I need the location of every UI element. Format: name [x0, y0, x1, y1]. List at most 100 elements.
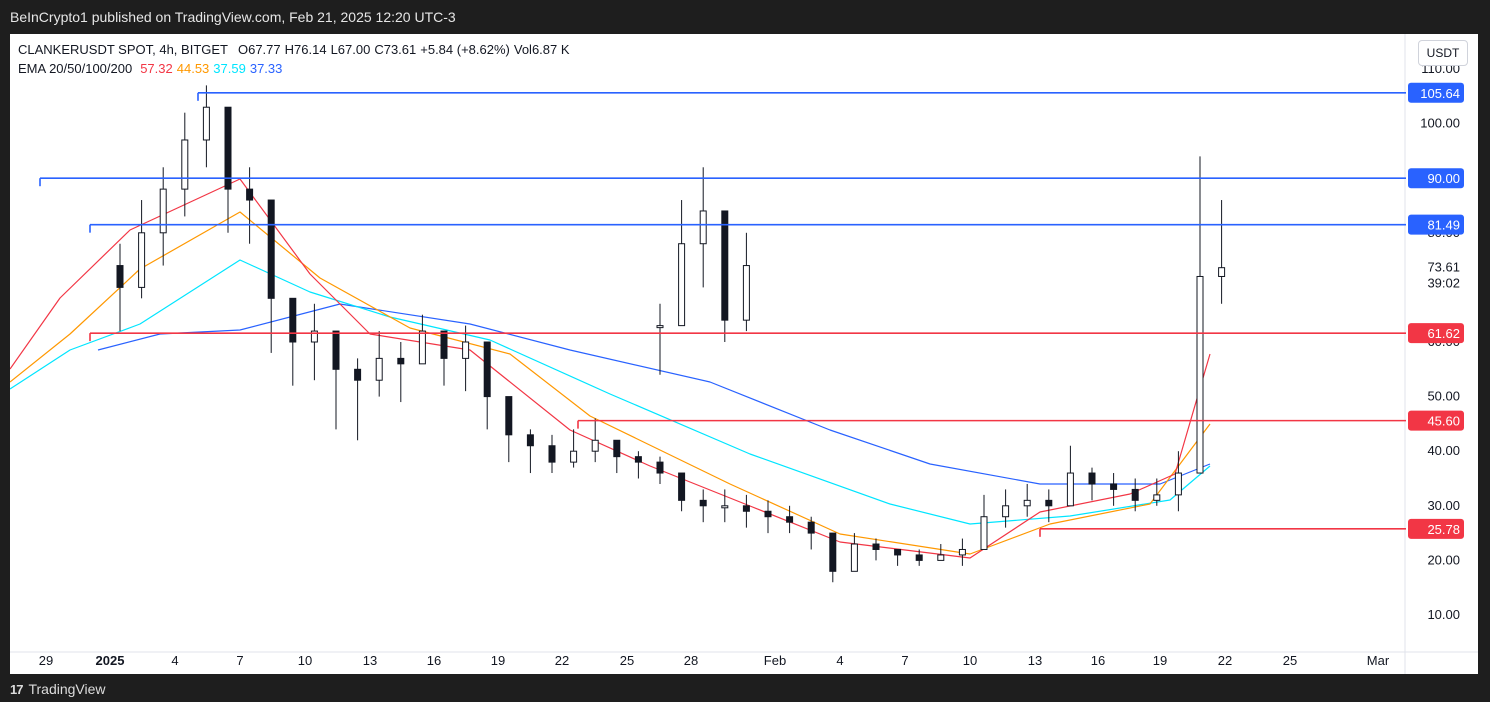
candle-body: [375, 357, 383, 381]
change-value: +5.84 (+8.62%): [420, 42, 510, 57]
y-tick-label: 50.00: [1427, 389, 1460, 404]
candle-body: [267, 199, 275, 299]
candle-body: [138, 232, 146, 288]
price-level-label: 90.00: [1427, 171, 1460, 186]
candle-body: [1045, 499, 1053, 507]
y-tick-label: 20.00: [1427, 552, 1460, 567]
candle-body: [699, 210, 707, 245]
candle-body: [591, 439, 599, 452]
y-tick-label: 10.00: [1427, 607, 1460, 622]
candle-body: [483, 341, 491, 398]
candle-body: [721, 505, 729, 509]
x-tick-label: 16: [1091, 653, 1105, 668]
volume-value: Vol6.87 K: [513, 42, 570, 57]
open-value: O67.77: [237, 42, 281, 57]
symbol-line[interactable]: CLANKERUSDT SPOT, 4h, BITGET: [18, 42, 228, 57]
low-value: L67.00: [330, 42, 371, 57]
candle-body: [159, 188, 167, 234]
candle-body: [894, 548, 902, 556]
candle-body: [397, 357, 405, 365]
candle-body: [354, 368, 362, 381]
y-tick-label: 73.61: [1427, 260, 1460, 275]
candle-body: [462, 341, 470, 359]
candle-body: [742, 265, 750, 321]
candle-body: [656, 325, 664, 329]
candle-body: [310, 330, 318, 343]
ema-label[interactable]: EMA 20/50/100/200: [18, 61, 133, 76]
x-tick-label: 28: [684, 653, 698, 668]
x-tick-label: 4: [836, 653, 843, 668]
price-level-label: 61.62: [1427, 326, 1460, 341]
candle-body: [440, 330, 448, 359]
candle-body: [1110, 483, 1118, 490]
price-level-badge: [1408, 518, 1464, 539]
x-tick-label: 22: [1218, 653, 1232, 668]
candle-body: [915, 554, 923, 561]
tradingview-brand[interactable]: 17 TradingView: [10, 681, 106, 697]
candle-body: [1196, 275, 1204, 474]
candle-body: [202, 106, 210, 141]
candle-body: [721, 210, 729, 321]
candle-body: [958, 548, 966, 556]
candle-body: [526, 434, 534, 447]
ema200-value: 37.33: [249, 61, 283, 76]
ema100-value: 37.59: [213, 61, 246, 76]
price-level-label: 81.49: [1427, 218, 1460, 233]
candle-body: [742, 505, 750, 512]
candle-body: [786, 516, 794, 523]
ema50-value: 44.53: [176, 61, 210, 76]
candle-body: [548, 445, 556, 463]
candle-body: [1153, 494, 1161, 501]
countdown-label: 39:02: [1427, 276, 1460, 291]
price-level-label: 25.78: [1427, 522, 1460, 537]
y-tick-label: 30.00: [1427, 498, 1460, 513]
x-tick-label: 7: [236, 653, 243, 668]
chart-legend: CLANKERUSDT SPOT, 4h, BITGET O67.77 H76.…: [18, 40, 570, 78]
candle-body: [289, 297, 297, 343]
price-level-badge: [1408, 410, 1464, 431]
candle-body: [634, 456, 642, 463]
x-tick-label: 29: [39, 653, 53, 668]
price-level-label: 45.60: [1427, 414, 1460, 429]
candle-body: [807, 521, 815, 534]
ema200-line: [97, 303, 1211, 485]
price-level-label: 105.64: [1420, 86, 1460, 101]
candle-body: [678, 472, 686, 501]
candle-body: [872, 543, 880, 550]
currency-button[interactable]: USDT: [1418, 40, 1468, 66]
candle-body: [699, 499, 707, 507]
publisher-line: BeInCrypto1 published on TradingView.com…: [10, 9, 456, 25]
price-chart[interactable]: 29 2025 4 7 10 13 16 19 22 25 28 Feb 4 7 10 13 16 19 22 25 M…: [10, 34, 1478, 674]
ema100-line: [10, 259, 1211, 525]
tradingview-logo-icon: 17: [10, 681, 24, 697]
ema50-line: [10, 211, 1211, 555]
x-tick-label: 25: [620, 653, 634, 668]
x-tick-label: 25: [1283, 653, 1297, 668]
price-level-badge: [1408, 168, 1464, 189]
ema20-value: 57.32: [140, 61, 173, 76]
x-tick-label: Mar: [1367, 653, 1390, 668]
publisher-bar: BeInCrypto1 published on TradingView.com…: [0, 0, 1490, 34]
chart-frame[interactable]: 29 2025 4 7 10 13 16 19 22 25 28 Feb 4 7 10 13 16 19 22 25 M…: [10, 34, 1478, 674]
candle-body: [764, 510, 772, 518]
x-tick-label: 2025: [96, 653, 125, 668]
candle-body: [1066, 472, 1074, 507]
price-level-badge: [1408, 214, 1464, 235]
x-tick-label: 19: [491, 653, 505, 668]
candle-body: [1174, 472, 1182, 496]
price-level-badge: [1408, 323, 1464, 344]
x-tick-label: 19: [1153, 653, 1167, 668]
x-tick-label: 22: [555, 653, 569, 668]
candle-body: [656, 461, 664, 474]
y-tick-label: 100.00: [1420, 116, 1460, 131]
candle-body: [116, 265, 124, 288]
candle-body: [246, 188, 254, 201]
close-value: C73.61: [374, 42, 417, 57]
candle-body: [850, 543, 858, 572]
x-tick-label: 13: [363, 653, 377, 668]
candle-body: [613, 439, 621, 458]
candle-body: [937, 554, 945, 561]
candle-body: [1131, 488, 1139, 501]
x-tick-label: 4: [171, 653, 178, 668]
candle-body: [1088, 472, 1096, 485]
